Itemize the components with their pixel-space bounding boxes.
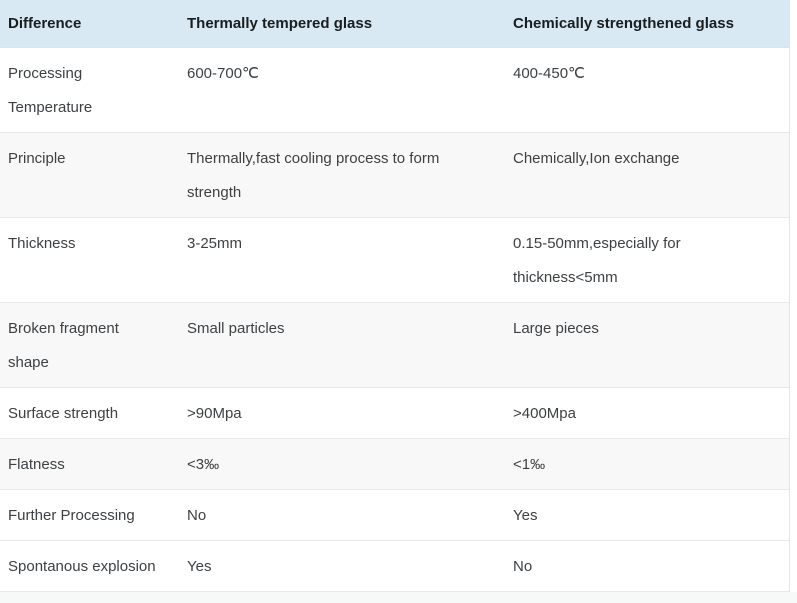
row-label-cell: Spontanous explosion xyxy=(8,558,156,575)
thermal-value-cell: <3‰ xyxy=(187,456,220,473)
thermal-value-cell: >90Mpa xyxy=(187,405,242,422)
chemical-value-cell: Chemically,Ion exchange xyxy=(513,150,680,167)
header-cell-thermally-tempered: Thermally tempered glass xyxy=(187,14,373,32)
header-cell-chemically-strengthened: Chemically strengthened glass xyxy=(513,14,734,32)
table-row-flatness: Flatness <3‰ <1‰ xyxy=(0,439,789,490)
table-header-row: Difference Thermally tempered glass Chem… xyxy=(0,0,789,48)
glass-comparison-table: Difference Thermally tempered glass Chem… xyxy=(0,0,790,592)
table-row-spontanous-explosion: Spontanous explosion Yes No xyxy=(0,541,789,592)
chemical-value-cell: <1‰ xyxy=(513,456,546,473)
row-label-cell: Thickness xyxy=(8,235,76,252)
row-label-cell: Principle xyxy=(8,150,66,167)
row-label-cell: Flatness xyxy=(8,456,65,473)
chemical-value-cell: No xyxy=(513,558,533,575)
chemical-value-cell: 400-450℃ xyxy=(513,65,585,82)
header-cell-difference: Difference xyxy=(8,14,82,32)
table-row-processing-temperature: Processing Temperature 600-700℃ 400-450℃ xyxy=(0,48,789,133)
row-label-cell: Further Processing xyxy=(8,507,135,524)
row-label-cell: Processing Temperature xyxy=(8,65,93,116)
thermal-value-cell: Small particles xyxy=(187,320,285,337)
chemical-value-cell: Yes xyxy=(513,507,538,524)
page-background-strip xyxy=(0,592,797,603)
row-label-cell: Broken fragment shape xyxy=(8,320,119,371)
table-row-principle: Principle Thermally,fast cooling process… xyxy=(0,133,789,218)
row-label-cell: Surface strength xyxy=(8,405,119,422)
thermal-value-cell: 3-25mm xyxy=(187,235,243,252)
table-row-surface-strength: Surface strength >90Mpa >400Mpa xyxy=(0,388,789,439)
table-row-further-processing: Further Processing No Yes xyxy=(0,490,789,541)
table-row-thickness: Thickness 3-25mm 0.15-50mm,especially fo… xyxy=(0,218,789,303)
thermal-value-cell: 600-700℃ xyxy=(187,65,259,82)
chemical-value-cell: 0.15-50mm,especially for thickness<5mm xyxy=(513,235,681,286)
thermal-value-cell: No xyxy=(187,507,207,524)
thermal-value-cell: Thermally,fast cooling process to form s… xyxy=(187,150,440,201)
table-row-broken-fragment-shape: Broken fragment shape Small particles La… xyxy=(0,303,789,388)
chemical-value-cell: Large pieces xyxy=(513,320,599,337)
chemical-value-cell: >400Mpa xyxy=(513,405,576,422)
thermal-value-cell: Yes xyxy=(187,558,212,575)
